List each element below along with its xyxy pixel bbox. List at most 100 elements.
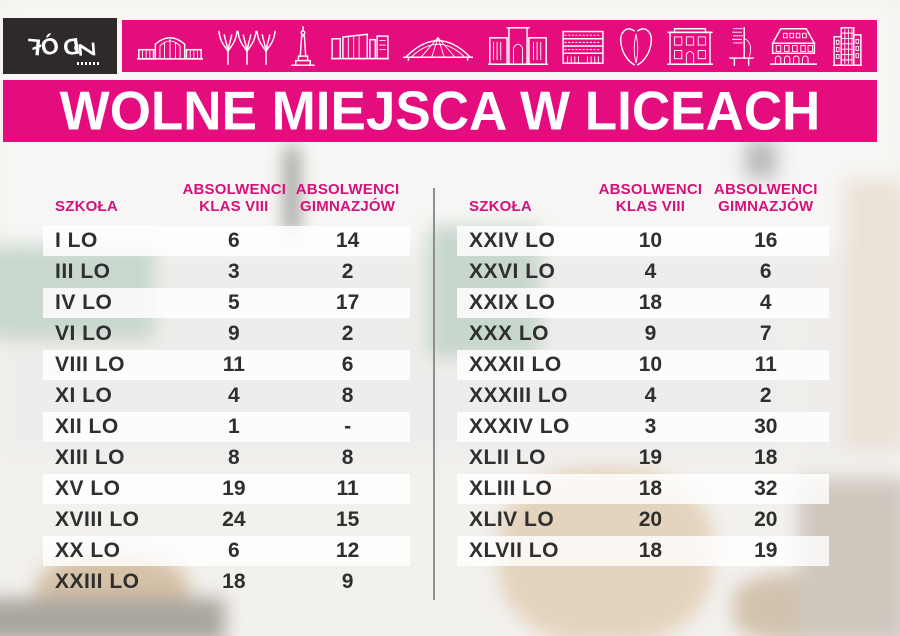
school-name: XLIV LO: [469, 508, 555, 531]
right-table-body: XXIV LO 10 16 XXVI LO 4 6 XXIX LO 18 4: [457, 226, 829, 566]
table-row: XX LO 6 12: [43, 536, 410, 566]
gimnazjow-value: 30: [754, 415, 778, 438]
school-name: XXXIV LO: [469, 415, 570, 438]
school-name: XXIV LO: [469, 229, 556, 252]
klas-viii-value: 10: [638, 353, 663, 376]
column-header-klas-viii: ABSOLWENCI KLAS VIII: [182, 180, 287, 216]
arena-icon: [403, 31, 474, 62]
school-name: XXIII LO: [55, 570, 140, 593]
school-name: XXX LO: [469, 322, 550, 345]
table-row: I LO 6 14: [43, 226, 410, 256]
office-building-icon: [832, 26, 862, 67]
table-row: XXIII LO 18 9: [43, 567, 410, 597]
school-name: XIII LO: [55, 446, 126, 469]
klas-viii-value: 11: [222, 353, 245, 376]
klas-viii-value: 6: [227, 229, 240, 252]
left-table: SZKOŁA ABSOLWENCI KLAS VIII ABSOLWENCI GIM…: [43, 170, 410, 600]
right-table-header: SZKOŁA ABSOLWENCI KLAS VIII ABSOLWENCI GIM…: [457, 170, 829, 216]
school-name: IV LO: [55, 291, 113, 314]
column-header-gimnazjow: ABSOLWENCI GIMNAZJÓW: [713, 180, 818, 216]
school-name: VIII LO: [55, 353, 126, 376]
table-row: XII LO 1 -: [43, 412, 410, 442]
table-row: XXXIV LO 3 30: [457, 412, 829, 442]
column-header-school: SZKOŁA: [55, 198, 118, 216]
page-title: WOLNE MIEJSCA W LICEACH: [59, 80, 821, 142]
klas-viii-value: 19: [222, 477, 246, 500]
table-row: IV LO 5 17: [43, 288, 410, 318]
school-name: XII LO: [55, 415, 119, 438]
klas-viii-value: 18: [222, 570, 246, 593]
school-name: XI LO: [55, 384, 113, 407]
gimnazjow-value: 9: [341, 570, 354, 593]
gimnazjow-value: 32: [754, 477, 778, 500]
school-name: XXXII LO: [469, 353, 562, 376]
table-row: XI LO 4 8: [43, 381, 410, 411]
school-name: XLII LO: [469, 446, 546, 469]
table-row: XLIII LO 18 32: [457, 474, 829, 504]
spiral-sculpture-icon: [728, 26, 755, 67]
klas-viii-value: 24: [222, 508, 246, 531]
klas-viii-value: 1: [227, 415, 240, 438]
klas-viii-value: 19: [638, 446, 663, 469]
palace-icon: [667, 26, 714, 66]
table-row: VIII LO 11 6: [43, 350, 410, 380]
left-table-header: SZKOŁA ABSOLWENCI KLAS VIII ABSOLWENCI GIM…: [43, 170, 410, 216]
table-row: XLIV LO 20 20: [457, 505, 829, 535]
klas-viii-value: 3: [227, 260, 240, 283]
striped-building-icon: [562, 27, 604, 65]
column-header-klas-viii: ABSOLWENCI KLAS VIII: [598, 180, 703, 216]
gimnazjow-value: 18: [754, 446, 778, 469]
table-row: XLVII LO 18 19: [457, 536, 829, 566]
school-name: I LO: [55, 229, 98, 252]
left-table-body: I LO 6 14 III LO 3 2 IV LO 5 17: [43, 226, 410, 597]
gimnazjow-value: 20: [754, 508, 778, 531]
table-row: III LO 3 2: [43, 257, 410, 287]
gimnazjow-value: -: [344, 415, 352, 438]
column-header-school: SZKOŁA: [469, 198, 532, 216]
heart-leaves-icon: [619, 26, 653, 66]
gimnazjow-value: 8: [341, 446, 354, 469]
gimnazjow-value: 15: [335, 508, 360, 531]
school-name: XVIII LO: [55, 508, 140, 531]
gimnazjow-value: 11: [754, 353, 777, 376]
klas-viii-value: 18: [638, 477, 663, 500]
manor-house-icon: [769, 26, 818, 66]
klas-viii-value: 5: [227, 291, 240, 314]
tables-area: SZKOŁA ABSOLWENCI KLAS VIII ABSOLWENCI GIM…: [43, 170, 876, 600]
logo-subtext: [77, 62, 99, 65]
table-row: XXIV LO 10 16: [457, 226, 829, 256]
title-banner: WOLNE MIEJSCA W LICEACH: [3, 80, 877, 142]
gimnazjow-value: 2: [759, 384, 772, 407]
gimnazjow-value: 6: [759, 260, 772, 283]
table-row: XVIII LO 24 15: [43, 505, 410, 535]
gimnazjow-value: 12: [335, 539, 360, 562]
klas-viii-value: 9: [644, 322, 657, 345]
gimnazjow-value: 6: [341, 353, 354, 376]
gimnazjow-value: 16: [754, 229, 778, 252]
school-name: XX LO: [55, 539, 121, 562]
school-name: VI LO: [55, 322, 113, 345]
gimnazjow-value: 14: [335, 229, 360, 252]
klas-viii-value: 9: [227, 322, 240, 345]
table-divider: [433, 188, 435, 600]
gimnazjow-value: 19: [754, 539, 778, 562]
gimnazjow-value: 17: [335, 291, 360, 314]
dome-station-icon: [137, 27, 203, 65]
table-row: XXIX LO 18 4: [457, 288, 829, 318]
klas-viii-value: 10: [638, 229, 663, 252]
klas-viii-value: 4: [644, 384, 657, 407]
school-name: XXVI LO: [469, 260, 556, 283]
klas-viii-value: 18: [638, 291, 663, 314]
gate-building-icon: [487, 26, 548, 66]
gimnazjow-value: 4: [759, 291, 772, 314]
klas-viii-value: 3: [644, 415, 657, 438]
gimnazjow-value: 8: [341, 384, 354, 407]
landmark-icon-bar: [122, 20, 877, 72]
school-name: III LO: [55, 260, 111, 283]
klas-viii-value: 18: [638, 539, 663, 562]
table-row: XXX LO 9 7: [457, 319, 829, 349]
school-name: XXIX LO: [469, 291, 556, 314]
table-row: XXVI LO 4 6: [457, 257, 829, 287]
